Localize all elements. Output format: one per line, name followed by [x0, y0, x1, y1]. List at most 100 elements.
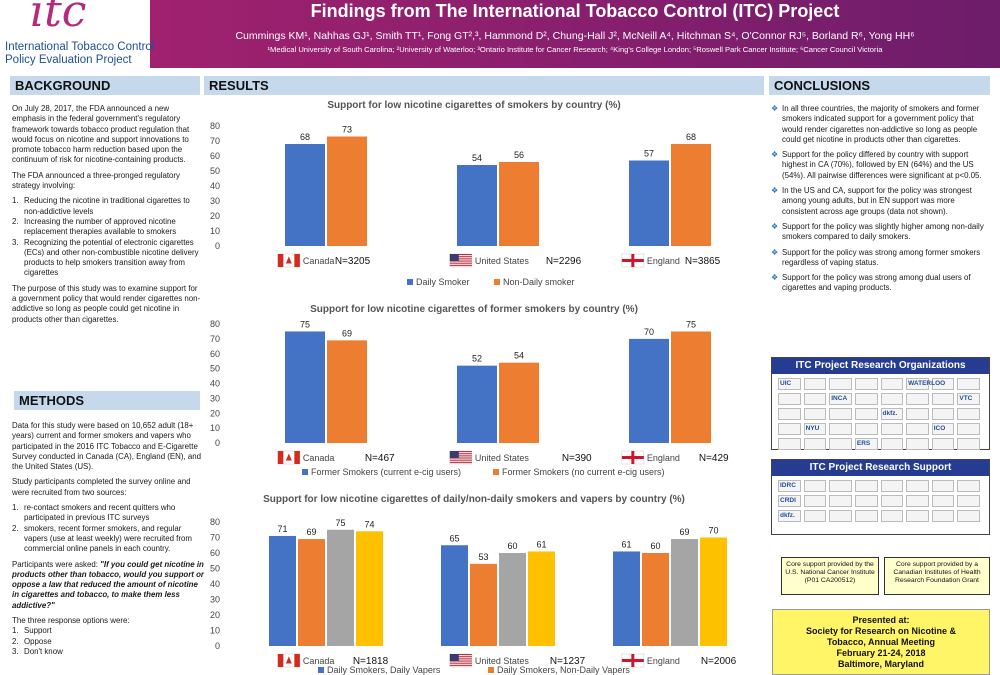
bar — [528, 551, 555, 646]
sponsor-logo — [906, 378, 929, 390]
chart-title: Support for low nicotine cigarettes of s… — [327, 100, 620, 111]
category-label: Canada — [303, 453, 335, 463]
sponsor-logo — [906, 510, 929, 522]
conclusion-text: In all three countries, the majority of … — [782, 104, 980, 144]
presented-line: Society for Research on Nicotine & — [805, 626, 957, 636]
sponsor-logo — [854, 480, 878, 492]
usa-flag-icon — [449, 253, 473, 268]
list-number: 1. — [12, 196, 19, 206]
list-number: 1. — [12, 626, 19, 636]
organizations-title: ITC Project Research Organizations — [772, 358, 989, 374]
sponsor-logo — [957, 495, 980, 507]
sponsor-logo — [854, 408, 878, 420]
data-label: 54 — [514, 351, 524, 361]
methods-paragraph: Data for this study were based on 10,652… — [12, 421, 202, 472]
bullet-icon: ❖ — [771, 221, 779, 231]
legend-swatch — [407, 279, 413, 285]
presented-line: Tobacco, Annual Meeting — [826, 637, 935, 647]
sponsor-logo — [880, 480, 904, 492]
sponsor-logo — [880, 378, 904, 390]
conclusion-item: ❖ Support for the policy was strong among… — [771, 273, 991, 294]
bar — [629, 338, 669, 443]
list-text: Reducing the nicotine in traditional cig… — [24, 196, 190, 216]
data-label: 69 — [679, 527, 689, 537]
bar — [470, 563, 497, 646]
legend-swatch — [488, 667, 494, 673]
conclusion-item: ❖ In the US and CA, support for the polic… — [771, 186, 991, 217]
y-tick-label: 0 — [215, 438, 220, 448]
sponsor-logo — [931, 378, 955, 390]
background-paragraph: The purpose of this study was to examine… — [12, 283, 201, 324]
bar — [671, 331, 711, 443]
sample-size-label: N=3205 — [335, 256, 371, 267]
conclusion-text: Support for the policy was slightly high… — [782, 221, 984, 242]
strategy-item: 2. Increasing the number of approved nico… — [12, 217, 204, 238]
recruitment-list: 1. re-contact smokers and recent quitters… — [12, 503, 204, 554]
bar — [285, 331, 325, 443]
presented-line: Presented at: — [852, 615, 910, 625]
methods-paragraph: The three response options were: — [12, 616, 130, 626]
data-label: 75 — [300, 319, 310, 329]
sample-size-label: N=467 — [365, 453, 395, 464]
bar-chart: Support for low nicotine cigarettes of s… — [210, 100, 721, 287]
list-number: 1. — [12, 503, 19, 513]
y-tick-label: 70 — [210, 533, 220, 543]
response-option: 3. Don't know — [12, 647, 204, 657]
conclusion-text: In the US and CA, support for the policy… — [782, 186, 972, 216]
sponsor-logo — [778, 423, 801, 435]
background-paragraph: The FDA announced a three-pronged regula… — [12, 170, 181, 191]
y-tick-label: 10 — [210, 226, 220, 236]
list-number: 2. — [12, 523, 19, 533]
list-text: Increasing the number of approved nicoti… — [24, 216, 177, 237]
methods-heading: METHODS — [14, 391, 200, 410]
legend-swatch — [493, 469, 499, 475]
list-number: 2. — [12, 636, 19, 646]
bullet-icon: ❖ — [771, 247, 779, 257]
sponsor-logo — [931, 495, 955, 507]
sponsor-logo — [829, 480, 852, 492]
sponsor-logo — [880, 423, 904, 435]
recruitment-item: 1. re-contact smokers and recent quitters… — [12, 503, 204, 524]
y-tick-label: 50 — [210, 564, 220, 574]
author-list: Cummings KM¹, Nahhas GJ¹, Smith TT¹, Fon… — [235, 30, 915, 42]
data-label: 75 — [686, 319, 696, 329]
sponsor-logo — [957, 393, 980, 405]
legend-label: Former Smokers (no current e-cig users) — [502, 467, 665, 477]
sponsor-logo — [957, 480, 980, 492]
sponsor-logo — [778, 393, 801, 405]
conclusion-item: ❖ Support for the policy was strong among… — [771, 248, 991, 269]
data-label: 70 — [644, 327, 654, 337]
sponsor-logo — [803, 423, 827, 435]
sample-size-label: N=2296 — [546, 256, 582, 267]
research-support: ITC Project Research Support IDRC CRDI dkf… — [771, 459, 990, 535]
data-label: 52 — [472, 354, 482, 364]
bar — [499, 553, 526, 646]
bar — [269, 535, 296, 646]
sponsor-logo — [778, 408, 801, 420]
bar-chart: Support for low nicotine cigarettes of f… — [210, 304, 729, 477]
sponsor-logo — [778, 480, 801, 492]
conclusion-item: ❖ Support for the policy was slightly hig… — [771, 222, 991, 243]
sponsor-logo-text: IDRC — [780, 482, 796, 489]
logo-line-1: International Tobacco Control — [5, 41, 155, 53]
data-label: 56 — [514, 150, 524, 160]
sponsor-logo — [906, 480, 929, 492]
y-tick-label: 10 — [210, 423, 220, 433]
sponsor-logo — [778, 438, 801, 450]
poster-header: itc International Tobacco Control Policy… — [0, 0, 1000, 68]
recruitment-item: 2. smokers, recent former smokers, and re… — [12, 524, 204, 555]
sponsor-logo — [957, 510, 980, 522]
y-tick-label: 80 — [210, 319, 220, 329]
smokers-chart: Support for low nicotine cigarettes of s… — [204, 96, 764, 294]
dual-users-chart: Support for low nicotine cigarettes of d… — [204, 488, 764, 675]
data-label: 57 — [644, 149, 654, 159]
bar — [671, 144, 711, 246]
sponsor-logo — [829, 423, 852, 435]
sponsor-logo — [829, 510, 852, 522]
sponsor-logo — [854, 495, 878, 507]
sponsor-logo — [829, 378, 852, 390]
legend-label: Daily Smoker — [416, 277, 470, 287]
legend-label: Former Smokers (current e-cig users) — [311, 467, 461, 477]
canada-flag-icon — [277, 253, 301, 268]
logo-line-2: Policy Evaluation Project — [5, 54, 132, 66]
